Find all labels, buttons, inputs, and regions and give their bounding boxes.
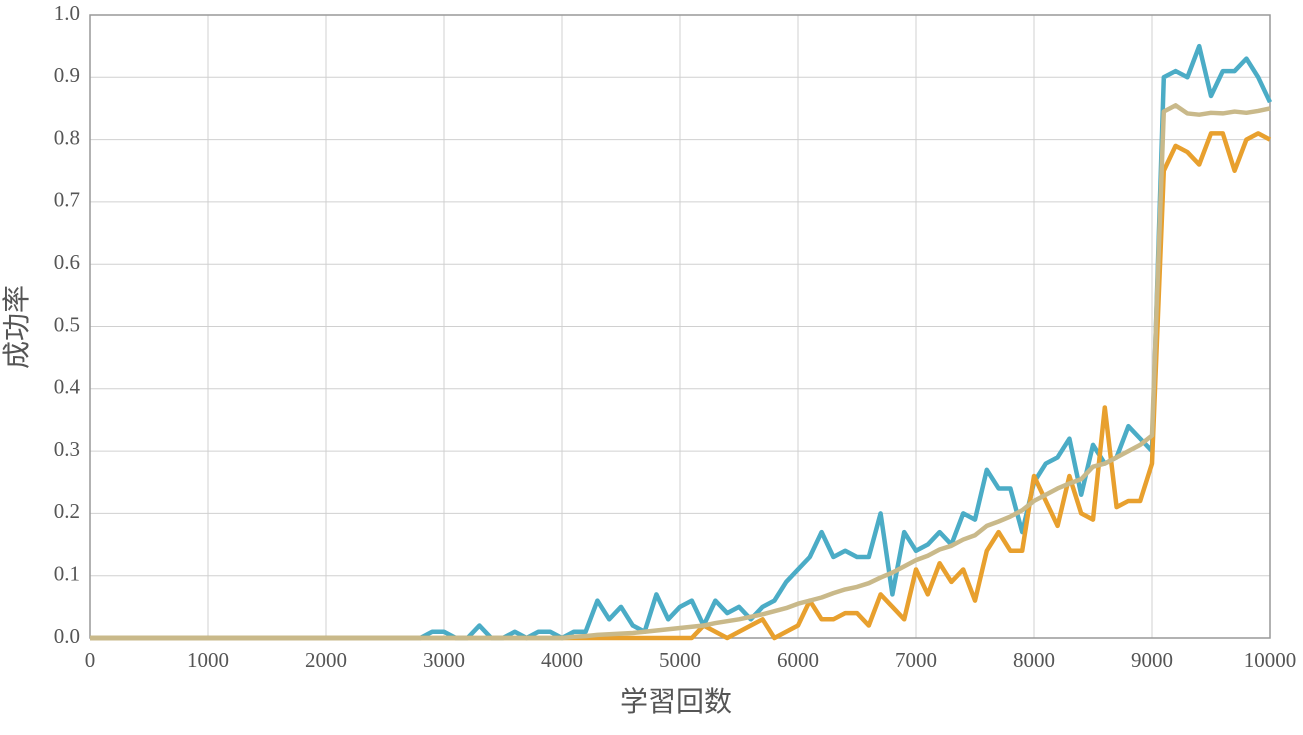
y-tick-label: 0.8: [54, 125, 80, 149]
series-line: [90, 103, 1271, 641]
x-tick-label: 8000: [1013, 648, 1055, 672]
x-tick-label: 0: [85, 648, 96, 672]
x-tick-label: 3000: [423, 648, 465, 672]
x-tick-label: 2000: [305, 648, 347, 672]
x-tick-label: 9000: [1131, 648, 1173, 672]
y-tick-label: 0.1: [54, 562, 80, 586]
x-tick-label: 1000: [187, 648, 229, 672]
x-tick-label: 5000: [659, 648, 701, 672]
y-tick-label: 0.3: [54, 437, 80, 461]
x-tick-label: 7000: [895, 648, 937, 672]
x-tick-label: 6000: [777, 648, 819, 672]
y-tick-label: 0.7: [54, 188, 80, 212]
y-tick-label: 0.0: [54, 624, 80, 648]
y-tick-label: 1.0: [54, 1, 80, 25]
y-tick-label: 0.9: [54, 63, 80, 87]
x-tick-label: 10000: [1244, 648, 1297, 672]
x-axis-label: 学習回数: [620, 685, 732, 718]
y-tick-label: 0.4: [54, 375, 81, 399]
y-tick-label: 0.5: [54, 312, 80, 336]
y-tick-label: 0.2: [54, 499, 80, 523]
y-tick-label: 0.6: [54, 250, 80, 274]
x-tick-label: 4000: [541, 648, 583, 672]
y-axis-label: 成功率: [0, 285, 33, 369]
